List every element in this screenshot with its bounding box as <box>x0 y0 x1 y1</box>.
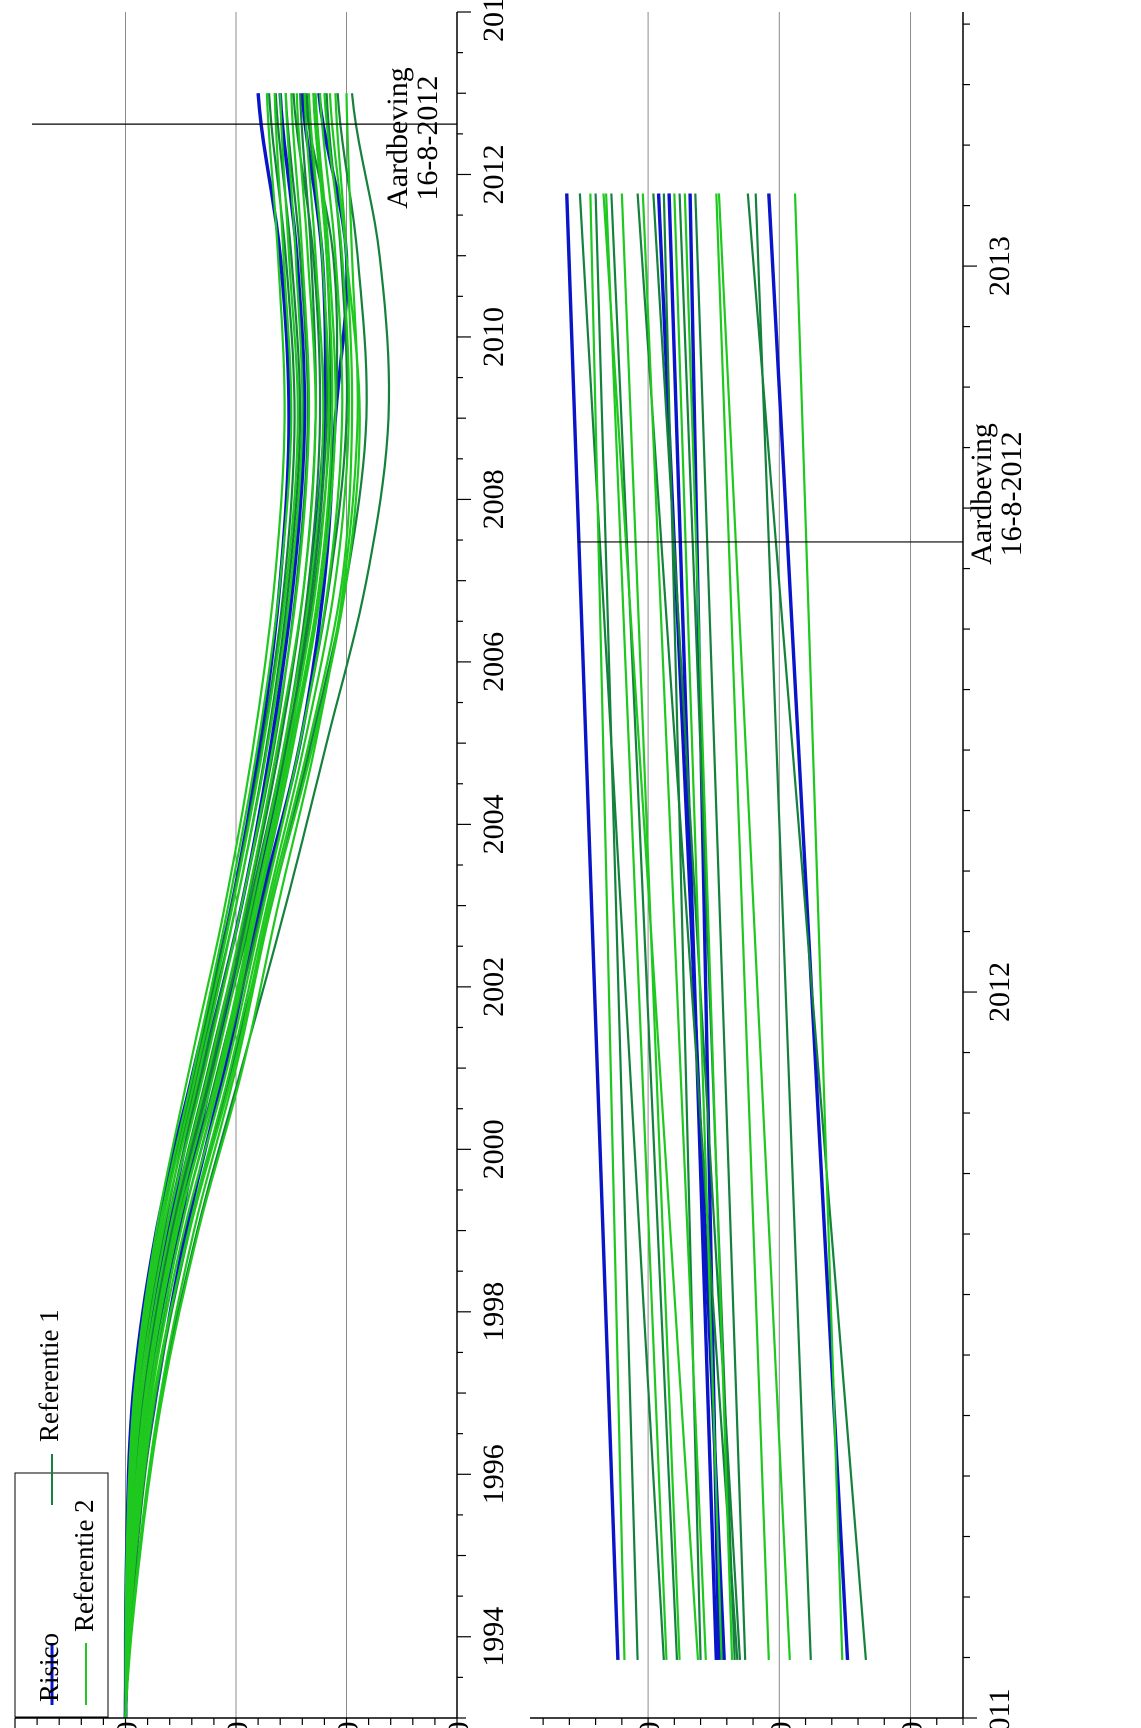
series-line-referentie-2-22 <box>124 93 317 1719</box>
time-tick-label: 1994 <box>477 1607 510 1667</box>
series-line-referentie-1-14 <box>594 193 639 1660</box>
series-line-referentie-2-28 <box>124 93 354 1719</box>
series-line-referentie-1-11 <box>124 93 309 1719</box>
series-line-referentie-1-6 <box>754 193 812 1660</box>
legend-frame <box>14 1472 109 1718</box>
legend: Risico Referentie 2 Referentie 1 <box>14 1309 109 1718</box>
series-line-referentie-1-5 <box>746 193 867 1661</box>
series-line-referentie-2-15 <box>793 193 844 1660</box>
time-tick-label: 2000 <box>477 1119 510 1179</box>
top-panel-chart: 100 200 300 400 1994 1996 1998 2000 2002 2004 2006… <box>14 0 510 1728</box>
legend-label-referentie-2: Referentie 2 <box>69 1499 99 1632</box>
event-label-line1: Aardbeving <box>381 67 414 209</box>
time-tick-label: 2012 <box>477 144 510 204</box>
legend-label-referentie-1: Referentie 1 <box>34 1309 64 1442</box>
value-tick-label: 300 <box>764 1722 797 1728</box>
series-line-referentie-1-10 <box>678 193 736 1660</box>
value-tick-label: 200 <box>221 1722 254 1728</box>
series-line-referentie-2-18 <box>124 93 344 1719</box>
series-line-referentie-2-23 <box>605 193 668 1660</box>
series-line-referentie-2-29 <box>124 93 334 1719</box>
time-tick-label: 2006 <box>477 632 510 692</box>
series-line-risico-3 <box>667 193 719 1660</box>
legend-label-risico: Risico <box>34 1633 64 1702</box>
value-tick-label: 350 <box>896 1722 929 1728</box>
event-label-line2: 16-8-2012 <box>411 76 444 201</box>
series-line-referentie-1-12 <box>124 93 302 1719</box>
series-line-referentie-2-17 <box>124 93 350 1719</box>
series-line-referentie-1-7 <box>694 193 747 1660</box>
time-tick-label: 2012 <box>983 962 1016 1022</box>
time-tick-label: 2008 <box>477 469 510 529</box>
series-line-referentie-1-13 <box>578 193 665 1660</box>
time-tick-label: 2013 <box>983 236 1016 296</box>
time-tick-label: 1996 <box>477 1444 510 1504</box>
event-label-line1: Aardbeving <box>965 423 998 565</box>
time-tick-label: 2014 <box>477 0 510 42</box>
series-line-referentie-2-27 <box>124 93 286 1718</box>
series-line-referentie-2-20 <box>641 193 707 1660</box>
series-line-referentie-2-24 <box>589 193 626 1660</box>
series-line-referentie-1-12 <box>610 193 679 1660</box>
series-line-referentie-2-23 <box>124 93 311 1719</box>
value-tick-label: 250 <box>633 1722 666 1728</box>
series-line-risico-4 <box>565 193 620 1660</box>
event-label-line2: 16-8-2012 <box>995 431 1028 556</box>
series-line-referentie-2-16 <box>124 93 361 1719</box>
time-tick-label: 2011 <box>983 1689 1016 1728</box>
time-tick-label: 2010 <box>477 307 510 367</box>
value-tick-label: 300 <box>332 1722 365 1728</box>
value-tick-label: 400 <box>442 1722 475 1728</box>
series-line-referentie-2-17 <box>715 193 770 1660</box>
time-tick-label: 2004 <box>477 794 510 854</box>
series-line-referentie-2-22 <box>620 193 681 1660</box>
time-tick-label: 2002 <box>477 957 510 1017</box>
series-line-referentie-2-19 <box>673 193 723 1660</box>
series-line-referentie-2-24 <box>124 93 304 1719</box>
value-tick-label: 100 <box>111 1722 144 1728</box>
time-tick-label: 1998 <box>477 1282 510 1342</box>
series-line-referentie-2-18 <box>683 193 734 1660</box>
series-line-referentie-2-16 <box>717 193 791 1660</box>
series-line-referentie-2-20 <box>124 93 330 1719</box>
